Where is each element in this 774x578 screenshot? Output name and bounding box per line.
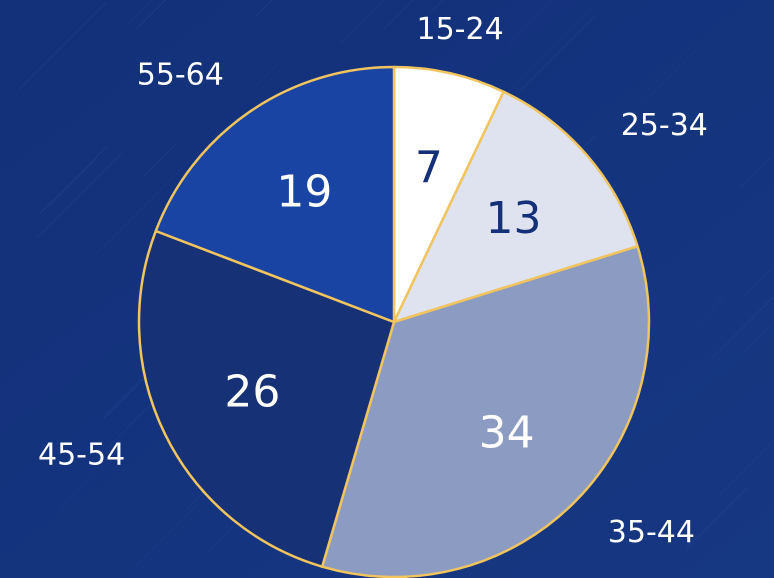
- slice-category-labels: 15-24 25-34 35-44 45-54 55-64: [38, 12, 708, 550]
- pie-slice-55-64: [154, 65, 396, 324]
- background-streak: [93, 148, 203, 258]
- background-streak: [340, 0, 386, 44]
- background-streak: [509, 3, 596, 90]
- background-streak: [482, 0, 534, 51]
- background-streak: [131, 503, 198, 571]
- background-streak: [686, 487, 747, 549]
- background-streak: [130, 0, 153, 22]
- slice-category-label: 55-64: [137, 57, 224, 92]
- background-streak: [49, 157, 98, 206]
- background-streak: [642, 45, 700, 104]
- slice-value-labels: 7 13 34 26 19: [224, 142, 541, 458]
- background-streak: [743, 321, 774, 353]
- pie-slice-45-54: [137, 229, 396, 568]
- slice-category-label: 35-44: [608, 515, 695, 550]
- background-streak: [36, 152, 123, 239]
- background-streak: [136, 0, 167, 30]
- pie-slice-35-44: [320, 245, 651, 578]
- slice-category-label: 45-54: [38, 438, 125, 473]
- background-streak: [104, 63, 172, 130]
- background-streak: [428, 0, 444, 15]
- background-streak: [519, 15, 596, 92]
- background-streak: [206, 523, 236, 554]
- background-streak: [508, 0, 554, 45]
- background-streak: [143, 144, 176, 177]
- background-streak: [204, 46, 296, 138]
- slice-value-label: 19: [276, 166, 332, 217]
- pie-slices: [137, 65, 651, 578]
- background-streak: [18, 1, 107, 90]
- slice-value-label: 13: [485, 193, 541, 244]
- background-streak: [738, 152, 774, 189]
- slice-category-label: 25-34: [621, 108, 708, 143]
- slice-category-label: 15-24: [416, 12, 503, 47]
- background-streak: [611, 36, 655, 80]
- background-streak: [59, 473, 96, 510]
- background-streak: [382, 0, 414, 31]
- background-streak: [255, 0, 273, 17]
- slice-value-label: 34: [479, 407, 535, 458]
- pie-slice-15-24: [392, 65, 505, 324]
- background-streak: [39, 145, 108, 214]
- background-streak: [691, 293, 728, 329]
- background-streak: [717, 439, 774, 498]
- slice-value-label: 26: [224, 367, 280, 418]
- slice-value-label: 7: [415, 142, 443, 193]
- background-streak: [711, 295, 774, 359]
- background-streak: [742, 266, 774, 298]
